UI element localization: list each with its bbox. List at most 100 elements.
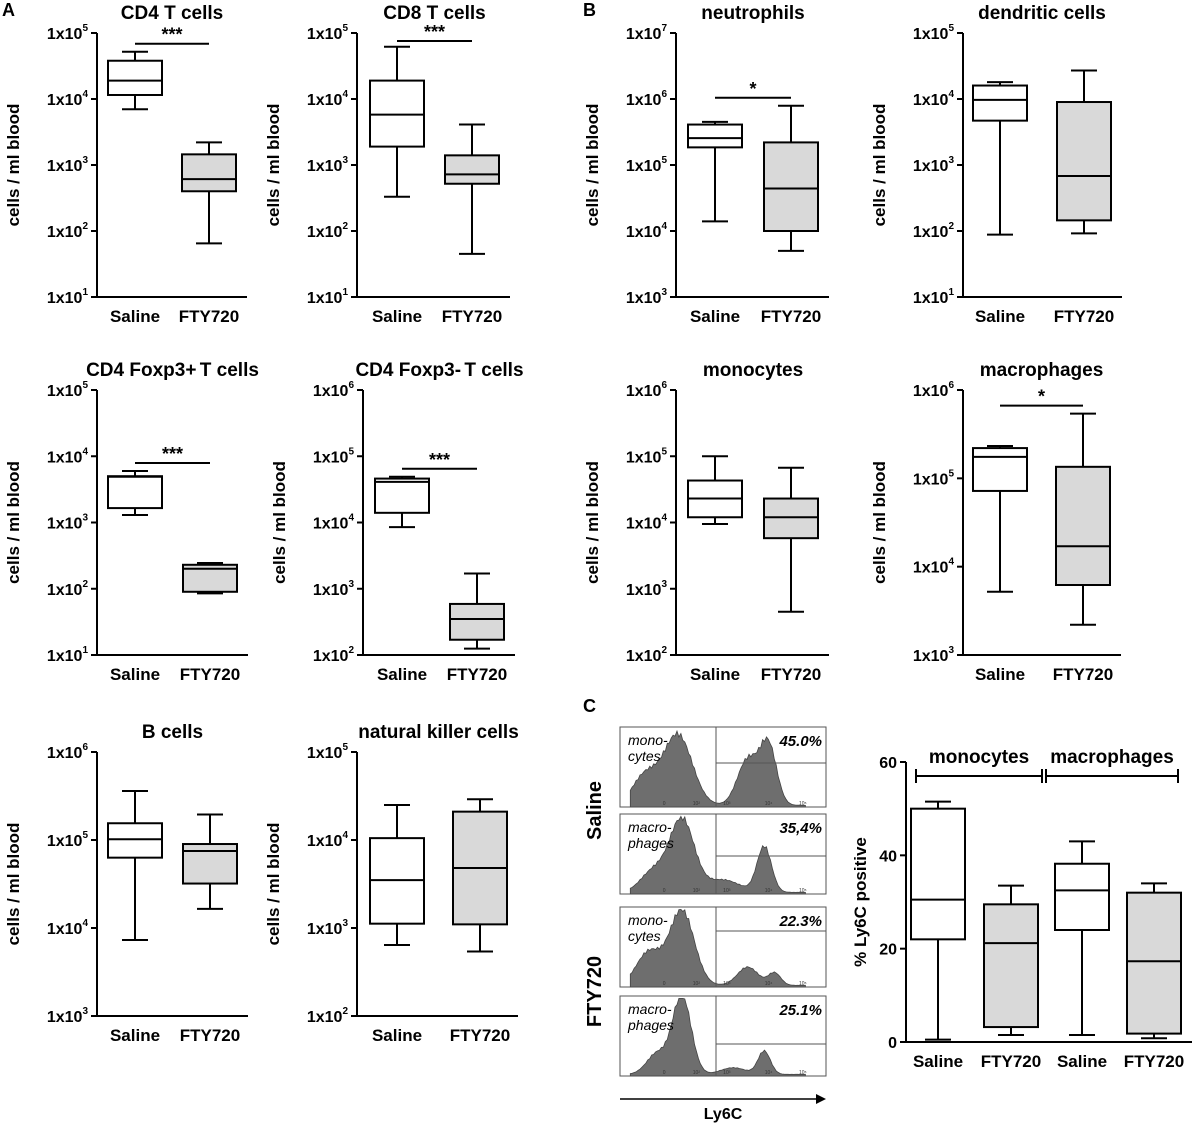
x-category-label: Saline	[913, 1052, 963, 1071]
chart-dendritic-cells: dendritic cells1x1011x1021x1031x1041x105…	[870, 3, 1122, 326]
tick-exponent: 2	[342, 1006, 348, 1017]
x-category-label: Saline	[975, 307, 1025, 326]
tick-exponent: 2	[82, 221, 88, 232]
population-label: macro-	[628, 1001, 672, 1017]
tick-base: 1x10	[313, 516, 349, 533]
iqr-box	[1126, 891, 1182, 1035]
iqr-box	[107, 475, 163, 510]
y-tick-label: 1x103	[913, 155, 955, 175]
tick-base: 1x10	[313, 648, 349, 665]
y-axis-label: cells / ml blood	[4, 461, 23, 584]
tick-exponent: 3	[82, 1006, 88, 1017]
chart-title: CD8 T cells	[383, 3, 485, 24]
box-fty720	[1056, 69, 1112, 235]
title-text: T cells	[200, 360, 259, 381]
histogram-fill	[629, 729, 806, 808]
tick-base: 1x10	[47, 383, 83, 400]
x-category-label: FTY720	[450, 1026, 510, 1045]
y-tick-label: 1x104	[626, 513, 668, 533]
box-fty720-monocytes	[983, 884, 1039, 1036]
tick-base: 1x10	[913, 560, 949, 577]
y-axis-label: cells / ml blood	[870, 461, 889, 584]
tick-exponent: 3	[348, 579, 354, 590]
tick-exponent: 7	[661, 23, 667, 34]
population-label: mono-	[628, 912, 668, 928]
y-tick-label: 1x102	[626, 645, 668, 665]
y-tick-label: 1x102	[47, 579, 89, 599]
y-tick-label: 1x104	[913, 557, 955, 577]
flow-axis-tick: 10⁵	[799, 888, 807, 894]
x-category-label: FTY720	[442, 307, 502, 326]
population-label: cytes	[628, 748, 661, 764]
tick-exponent: 6	[948, 380, 954, 391]
tick-exponent: 3	[82, 155, 88, 166]
histogram-fill	[629, 815, 806, 895]
tick-exponent: 4	[661, 221, 667, 232]
flow-panel-fty720-macro-phages: macro-phages 25.1% 0 10² 10³ 10⁴ 10⁵	[619, 995, 827, 1077]
tick-base: 1x10	[47, 833, 83, 850]
chart-monocytes: monocytes1x1021x1031x1041x1051x106cells …	[583, 360, 829, 684]
population-label: mono-	[628, 732, 668, 748]
chart-cd8-t-cells: CD8 T cells1x1011x1021x1031x1041x105cell…	[264, 3, 510, 326]
chart-title: neutrophils	[701, 3, 804, 24]
y-tick-label: 1x105	[47, 23, 89, 43]
x-category-label: Saline	[975, 665, 1025, 684]
box-plot-charts: CD4 T cells1x1011x1021x1031x1041x105cell…	[4, 3, 1192, 1071]
tick-exponent: 3	[342, 918, 348, 929]
iqr-box	[181, 153, 237, 193]
iqr-box	[1054, 862, 1110, 932]
tick-exponent: 6	[348, 380, 354, 391]
y-tick-label: 1x103	[47, 1006, 89, 1026]
tick-exponent: 3	[948, 155, 954, 166]
significance-marker: *	[749, 79, 756, 99]
y-tick-label: 1x107	[626, 23, 668, 43]
tick-exponent: 4	[82, 89, 88, 100]
significance-marker: *	[1038, 387, 1045, 407]
y-tick-label: 1x103	[307, 155, 349, 175]
tick-exponent: 5	[342, 742, 348, 753]
tick-base: 1x10	[47, 582, 83, 599]
tick-exponent: 5	[82, 23, 88, 34]
y-tick-label: 1x103	[313, 579, 355, 599]
y-tick-label: 1x103	[626, 579, 668, 599]
y-tick-label: 1x103	[913, 645, 955, 665]
iqr-box	[763, 141, 819, 232]
percent-positive-label: 22.3%	[778, 913, 822, 930]
y-tick-label: 1x103	[626, 287, 668, 307]
y-axis-label: cells / ml blood	[583, 461, 602, 584]
y-axis-label: cells / ml blood	[270, 461, 289, 584]
tick-exponent: 5	[342, 23, 348, 34]
flow-panel-fty720-mono-cytes: mono-cytes 22.3% 0 10² 10³ 10⁴ 10⁵	[619, 906, 827, 988]
tick-base: 1x10	[47, 516, 83, 533]
tick-exponent: 4	[948, 557, 954, 568]
x-category-label: Saline	[372, 1026, 422, 1045]
tick-exponent: 6	[661, 380, 667, 391]
y-tick-label: 1x104	[47, 89, 89, 109]
tick-exponent: 3	[948, 645, 954, 656]
x-category-label: FTY720	[1124, 1052, 1184, 1071]
flow-panel-saline-mono-cytes: mono-cytes 45.0% 0 10² 10³ 10⁴ 10⁵	[619, 726, 827, 808]
tick-exponent: 4	[661, 513, 667, 524]
tick-exponent: 6	[82, 742, 88, 753]
tick-base: 1x10	[626, 449, 662, 466]
chart-title: natural killer cells	[358, 722, 519, 743]
tick-base: 1x10	[626, 26, 662, 43]
panel-letter-a: A	[2, 0, 15, 20]
chart-cd4-t-cells: CD4 T cells1x1011x1021x1031x1041x105cell…	[4, 3, 247, 326]
tick-base: 1x10	[913, 26, 949, 43]
box-fty720	[182, 813, 238, 910]
tick-exponent: 4	[342, 89, 348, 100]
y-tick-label: 1x106	[626, 89, 668, 109]
group-label-saline: Saline	[584, 781, 606, 840]
tick-base: 1x10	[307, 92, 343, 109]
x-category-label: FTY720	[180, 665, 240, 684]
tick-base: 1x10	[47, 92, 83, 109]
tick-exponent: 4	[82, 446, 88, 457]
y-tick-label: 1x101	[913, 287, 955, 307]
iqr-box	[1056, 101, 1112, 222]
tick-exponent: 5	[948, 468, 954, 479]
box-saline	[107, 50, 163, 111]
tick-exponent: 2	[661, 645, 667, 656]
